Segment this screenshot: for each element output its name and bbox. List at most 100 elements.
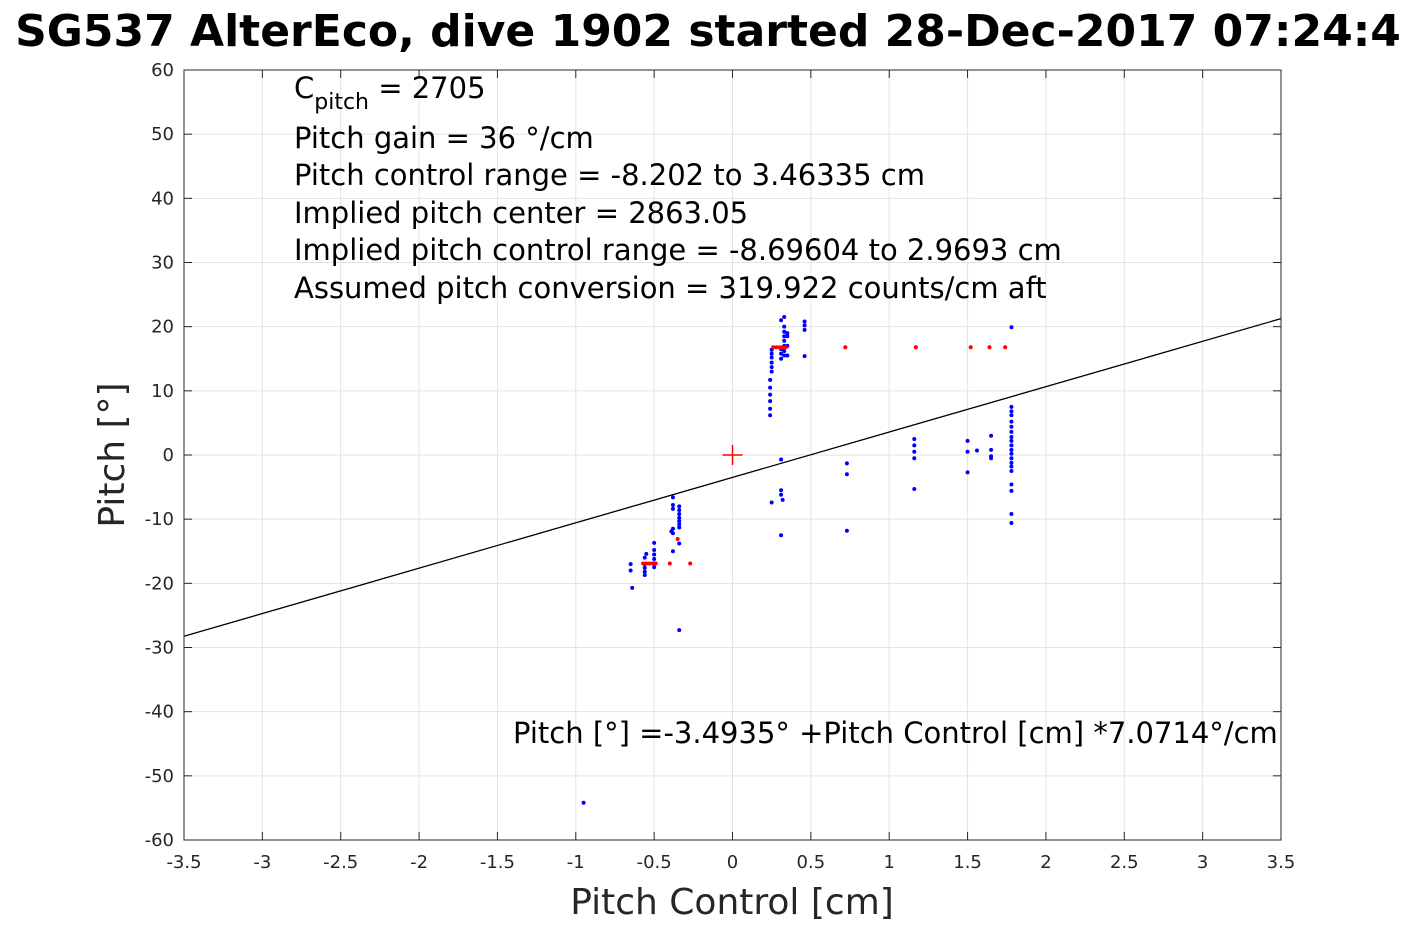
blue-data-point	[769, 365, 774, 370]
blue-data-point	[965, 438, 970, 443]
chart-title: SG537 AlterEco, dive 1902 started 28-Dec…	[15, 6, 1401, 57]
blue-data-point	[779, 492, 784, 497]
blue-data-point	[642, 569, 647, 574]
x-tick-label: -1.5	[480, 852, 515, 873]
blue-data-point	[628, 562, 633, 567]
blue-data-point	[782, 315, 787, 320]
blue-data-point	[912, 436, 917, 441]
x-tick-label: -2.5	[323, 852, 358, 873]
blue-data-point	[644, 551, 649, 556]
blue-data-point	[1009, 464, 1014, 469]
blue-data-point	[769, 369, 774, 374]
blue-data-point	[844, 461, 849, 466]
blue-data-point	[785, 334, 790, 339]
blue-data-point	[670, 495, 675, 500]
blue-data-point	[779, 351, 784, 356]
red-data-point	[650, 561, 655, 566]
y-tick-label: -20	[145, 573, 174, 594]
blue-data-point	[1009, 438, 1014, 443]
blue-data-point	[769, 500, 774, 505]
blue-data-point	[1009, 404, 1014, 409]
red-data-point	[987, 345, 992, 350]
blue-data-point	[677, 519, 682, 524]
x-tick-label: -2	[410, 852, 428, 873]
blue-data-point	[768, 385, 773, 390]
y-tick-label: -30	[145, 638, 174, 659]
blue-data-point	[642, 572, 647, 577]
blue-data-point	[1009, 512, 1014, 517]
blue-data-point	[652, 556, 657, 561]
y-tick-label: -60	[145, 830, 174, 851]
blue-data-point	[1009, 460, 1014, 465]
blue-data-point	[1009, 409, 1014, 414]
x-tick-label: -1	[567, 852, 585, 873]
blue-data-point	[779, 356, 784, 361]
blue-data-point	[1009, 469, 1014, 474]
blue-data-point	[779, 318, 784, 323]
blue-data-point	[652, 540, 657, 545]
blue-data-point	[802, 319, 807, 324]
blue-data-point	[677, 628, 682, 633]
blue-data-point	[965, 470, 970, 475]
blue-data-point	[1009, 456, 1014, 461]
points-layer	[581, 315, 1014, 805]
blue-data-point	[802, 354, 807, 359]
blue-data-point	[677, 541, 682, 546]
blue-data-point	[677, 512, 682, 517]
fit-line-layer	[183, 317, 1282, 637]
blue-data-point	[989, 433, 994, 438]
red-data-point	[653, 561, 658, 566]
blue-data-point	[782, 338, 787, 343]
red-data-point	[644, 561, 649, 566]
red-data-point	[913, 345, 918, 350]
blue-data-point	[768, 392, 773, 397]
blue-data-point	[1009, 424, 1014, 429]
c-pitch-subscript: pitch	[314, 90, 369, 115]
blue-data-point	[768, 399, 773, 404]
x-tick-label: 0.5	[797, 852, 826, 873]
y-axis-label: Pitch [°]	[92, 382, 133, 527]
blue-data-point	[782, 353, 787, 358]
x-tick-label: 3.5	[1267, 852, 1296, 873]
blue-data-point	[670, 503, 675, 508]
x-tick-label: 2.5	[1110, 852, 1139, 873]
blue-data-point	[989, 447, 994, 452]
blue-data-point	[628, 568, 633, 573]
blue-data-point	[1009, 447, 1014, 452]
blue-data-point	[779, 488, 784, 493]
x-tick-label: 2	[1040, 852, 1051, 873]
red-data-point	[688, 561, 693, 566]
blue-data-point	[1009, 419, 1014, 424]
pitch-gain-annotation: Pitch gain = 36 °/cm	[294, 121, 594, 155]
blue-data-point	[779, 457, 784, 462]
blue-data-point	[652, 565, 657, 570]
blue-data-point	[782, 329, 787, 334]
blue-data-point	[779, 533, 784, 538]
c-pitch-value: = 2705	[369, 71, 486, 105]
blue-data-point	[677, 525, 682, 530]
blue-data-point	[769, 355, 774, 360]
x-tick-label: 0	[727, 852, 738, 873]
red-data-point	[783, 345, 788, 350]
blue-data-point	[670, 506, 675, 511]
red-data-point	[647, 561, 652, 566]
y-tick-label: 10	[151, 381, 174, 402]
center-plus-marker	[722, 445, 743, 465]
blue-data-point	[844, 528, 849, 533]
red-data-point	[780, 345, 785, 350]
blue-data-point	[782, 334, 787, 339]
marker-layer	[722, 445, 743, 465]
blue-data-point	[912, 449, 917, 454]
blue-data-point	[989, 456, 994, 461]
red-data-point	[667, 561, 672, 566]
red-data-point	[641, 561, 646, 566]
x-tick-label: 1	[883, 852, 894, 873]
y-tick-label: -10	[145, 509, 174, 530]
x-tick-label: -3	[253, 852, 271, 873]
c-pitch-symbol: C	[294, 71, 314, 105]
blue-data-point	[1009, 521, 1014, 526]
blue-data-point	[785, 331, 790, 336]
blue-data-point	[974, 448, 979, 453]
blue-data-point	[670, 549, 675, 554]
y-tick-label: -40	[145, 702, 174, 723]
